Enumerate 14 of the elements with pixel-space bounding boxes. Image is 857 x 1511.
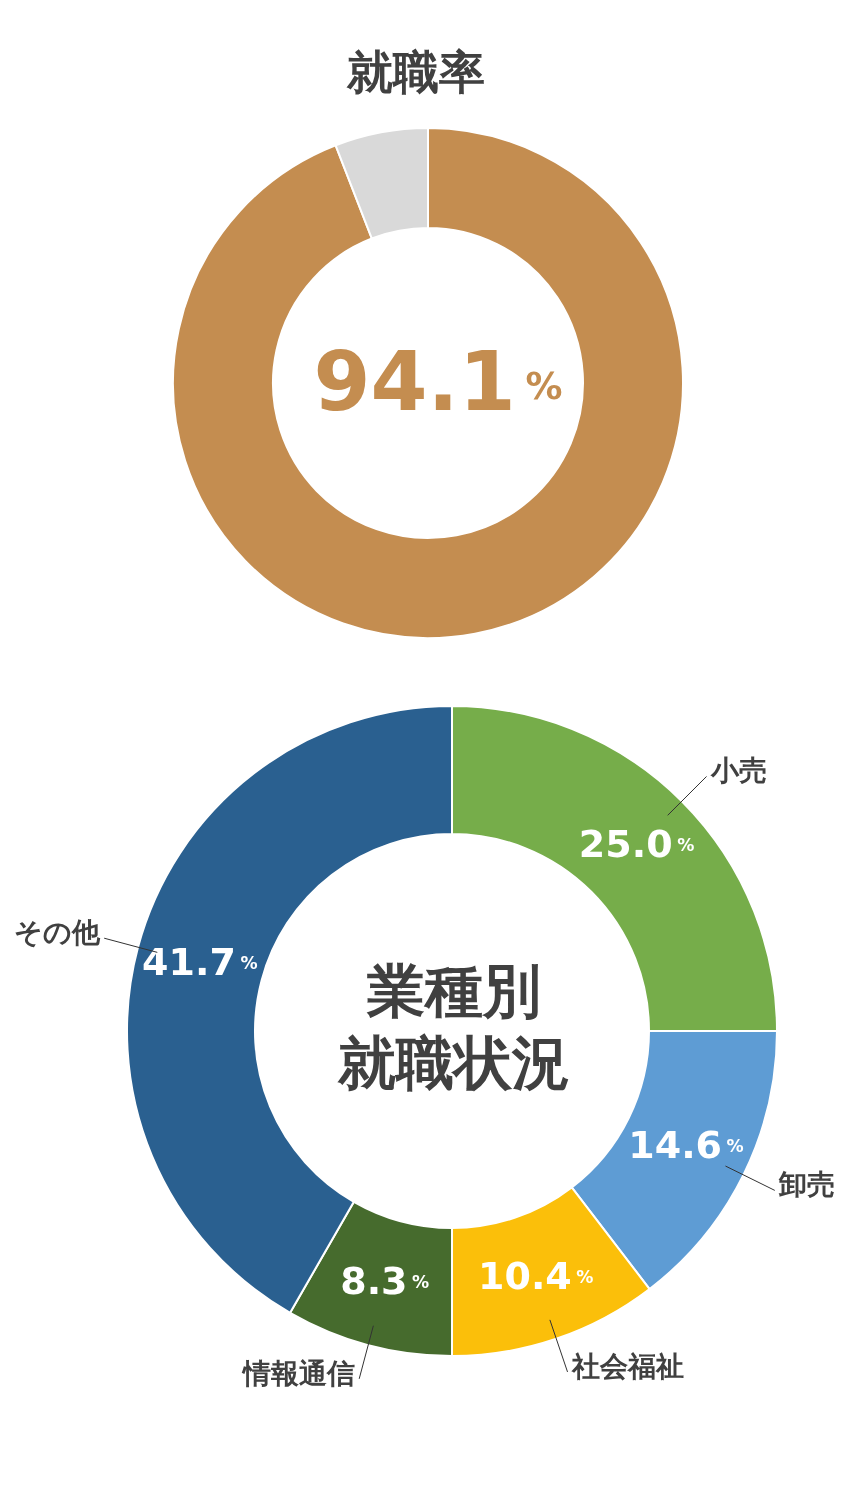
slice-label: 卸売 bbox=[777, 1168, 835, 1202]
data-label: 10.4% bbox=[478, 1253, 594, 1298]
data-label: 14.6% bbox=[628, 1122, 744, 1167]
slice-label: 情報通信 bbox=[241, 1356, 356, 1390]
data-label: 25.0% bbox=[578, 821, 695, 866]
chart-title: 就職率 bbox=[346, 44, 485, 99]
slice-label: 社会福祉 bbox=[570, 1349, 684, 1383]
data-label: 41.7% bbox=[142, 939, 258, 984]
slice-label: その他 bbox=[14, 916, 102, 950]
text: 業種別就職状況 bbox=[337, 957, 570, 1098]
data-label: 8.3% bbox=[340, 1258, 430, 1303]
donut-slice bbox=[172, 127, 684, 639]
data-label: 94.1% bbox=[313, 334, 563, 430]
slice-label: 小売 bbox=[709, 754, 767, 788]
